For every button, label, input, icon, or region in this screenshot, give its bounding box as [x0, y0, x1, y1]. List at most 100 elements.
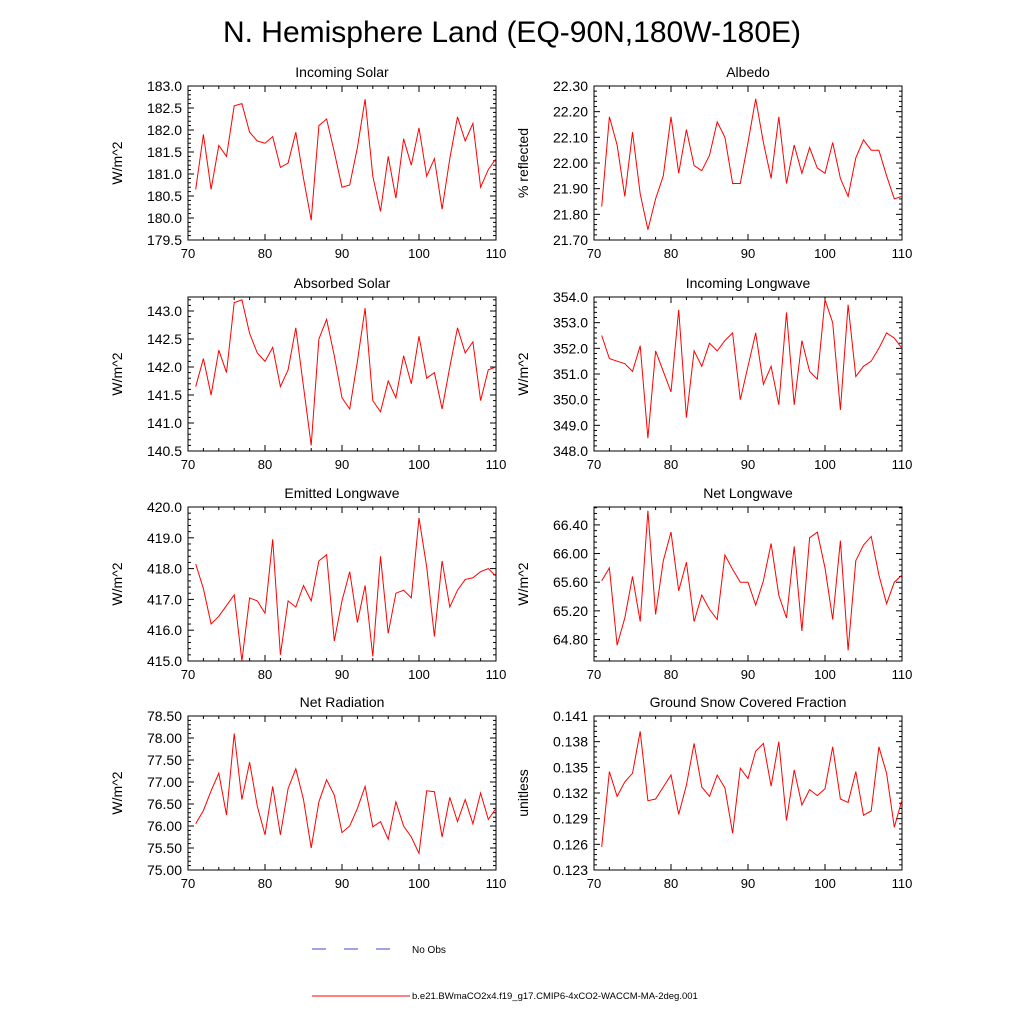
- panel-title: Incoming Longwave: [686, 275, 811, 291]
- y-tick-label: 351.0: [553, 366, 588, 382]
- x-tick-label: 90: [741, 667, 755, 682]
- x-tick-label: 80: [258, 457, 272, 472]
- x-tick-label: 90: [335, 246, 349, 261]
- y-tick-label: 419.0: [147, 530, 182, 546]
- y-tick-label: 142.0: [147, 359, 182, 375]
- y-tick-label: 350.0: [553, 392, 588, 408]
- panel-1: Incoming Solar W/m^2 70 80 90 100 110 179.5 180.…: [109, 64, 506, 261]
- x-tick-label: 70: [587, 667, 601, 682]
- y-tick-label: 65.60: [553, 574, 588, 590]
- y-tick-label: 140.5: [147, 443, 182, 459]
- series-line: [601, 299, 903, 439]
- y-tick-label: 141.5: [147, 387, 182, 403]
- legend-obs-label: No Obs: [412, 945, 446, 956]
- x-tick-label: 70: [181, 457, 195, 472]
- page-title: N. Hemisphere Land (EQ-90N,180W-180E): [223, 16, 801, 49]
- x-tick-label: 100: [408, 246, 430, 261]
- series-line: [195, 99, 497, 221]
- x-tick-label: 80: [664, 667, 678, 682]
- panel-4: Incoming Longwave W/m^2 70 80 90 100 110 348.0 3…: [515, 275, 912, 472]
- y-tick-label: 417.0: [147, 591, 182, 607]
- y-tick-label: 420.0: [147, 499, 182, 515]
- series-line: [601, 510, 903, 651]
- plot-frame: [187, 715, 497, 871]
- panel-title: Albedo: [726, 64, 770, 80]
- y-tick-label: 78.50: [147, 708, 182, 724]
- y-tick-label: 181.5: [147, 144, 182, 160]
- legend: No Obs b.e21.BWmaCO2x4.f19_g17.CMIP6-4xC…: [312, 945, 698, 1002]
- y-tick-label: 141.0: [147, 415, 182, 431]
- plot-frame: [593, 506, 903, 662]
- y-tick-label: 143.0: [147, 303, 182, 319]
- x-tick-label: 110: [892, 246, 913, 261]
- y-tick-label: 0.132: [553, 785, 588, 801]
- x-tick-label: 80: [664, 246, 678, 261]
- y-tick-label: 0.138: [553, 734, 588, 750]
- y-tick-label: 78.00: [147, 730, 182, 746]
- y-axis-label: W/m^2: [515, 352, 531, 395]
- series-line: [601, 731, 903, 847]
- x-tick-label: 70: [587, 246, 601, 261]
- y-tick-label: 76.00: [147, 818, 182, 834]
- x-tick-label: 80: [664, 876, 678, 891]
- y-axis-label: unitless: [515, 769, 531, 816]
- y-tick-label: 75.50: [147, 840, 182, 856]
- y-tick-label: 66.40: [553, 517, 588, 533]
- y-tick-label: 22.00: [553, 155, 588, 171]
- x-tick-label: 100: [814, 457, 836, 472]
- x-tick-label: 100: [814, 876, 836, 891]
- y-tick-label: 21.70: [553, 232, 588, 248]
- y-axis-label: % reflected: [515, 128, 531, 198]
- series-line: [195, 517, 497, 662]
- y-tick-label: 179.5: [147, 232, 182, 248]
- y-tick-label: 181.0: [147, 166, 182, 182]
- x-tick-label: 80: [664, 457, 678, 472]
- x-tick-label: 90: [741, 457, 755, 472]
- x-tick-label: 70: [181, 876, 195, 891]
- x-tick-label: 100: [408, 457, 430, 472]
- panel-5: Emitted Longwave W/m^2 70 80 90 100 110 415.0 41…: [109, 485, 506, 682]
- x-tick-label: 70: [587, 876, 601, 891]
- y-axis-label: W/m^2: [109, 141, 125, 184]
- x-tick-label: 110: [486, 876, 507, 891]
- y-tick-label: 182.5: [147, 100, 182, 116]
- y-tick-label: 415.0: [147, 653, 182, 669]
- plot-frame: [593, 715, 903, 871]
- x-tick-label: 90: [335, 667, 349, 682]
- panels-group: Incoming Solar W/m^2 70 80 90 100 110 179.5 180.…: [109, 64, 912, 891]
- y-tick-label: 352.0: [553, 340, 588, 356]
- y-tick-label: 180.5: [147, 188, 182, 204]
- y-tick-label: 77.00: [147, 774, 182, 790]
- x-tick-label: 110: [486, 667, 507, 682]
- y-tick-label: 180.0: [147, 210, 182, 226]
- x-tick-label: 110: [892, 876, 913, 891]
- y-tick-label: 64.80: [553, 632, 588, 648]
- y-tick-label: 353.0: [553, 315, 588, 331]
- y-tick-label: 418.0: [147, 561, 182, 577]
- series-line: [601, 98, 903, 230]
- y-tick-label: 0.129: [553, 811, 588, 827]
- y-tick-label: 0.123: [553, 862, 588, 878]
- y-tick-label: 0.126: [553, 836, 588, 852]
- y-tick-label: 66.00: [553, 546, 588, 562]
- x-tick-label: 110: [892, 457, 913, 472]
- panel-3: Absorbed Solar W/m^2 70 80 90 100 110 140.5 141.…: [109, 275, 506, 472]
- plot-frame: [187, 296, 497, 452]
- y-tick-label: 22.10: [553, 129, 588, 145]
- y-axis-label: W/m^2: [109, 562, 125, 605]
- panel-7: Net Radiation W/m^2 70 80 90 100 110 75.00 75.50…: [109, 694, 506, 891]
- x-tick-label: 100: [814, 246, 836, 261]
- x-tick-label: 80: [258, 876, 272, 891]
- series-line: [195, 299, 497, 446]
- y-tick-label: 142.5: [147, 331, 182, 347]
- y-tick-label: 22.20: [553, 104, 588, 120]
- x-tick-label: 90: [741, 876, 755, 891]
- y-axis-label: W/m^2: [515, 562, 531, 605]
- panel-title: Absorbed Solar: [294, 275, 391, 291]
- x-tick-label: 90: [335, 457, 349, 472]
- y-axis-label: W/m^2: [109, 771, 125, 814]
- panel-title: Net Longwave: [703, 485, 793, 501]
- panel-2: Albedo % reflected 70 80 90 100 110 21.70 21.80 2…: [515, 64, 912, 261]
- x-tick-label: 80: [258, 667, 272, 682]
- series-line: [195, 733, 497, 856]
